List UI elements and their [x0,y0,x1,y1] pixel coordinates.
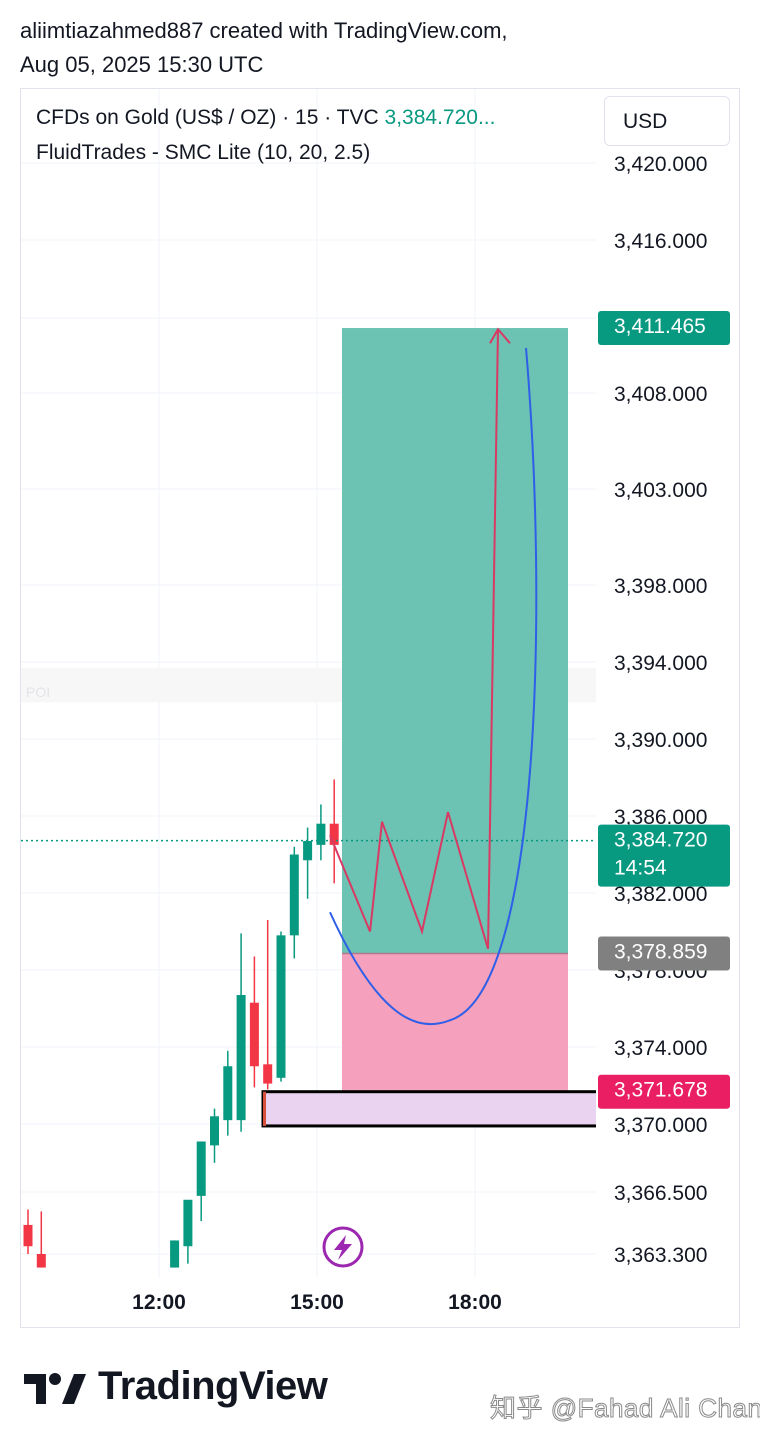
timestamp-line: Aug 05, 2025 15:30 UTC [20,52,264,77]
profit-zone [342,328,568,954]
candle-body-6 [223,1066,233,1121]
y-tick-label-9: 3,382.000 [614,883,707,906]
tradingview-brand: TradingView [98,1364,328,1408]
candle-body-13 [316,823,326,845]
last-price-tag-bg [598,824,730,887]
y-tick-label-5: 3,398.000 [614,575,707,598]
y-tick-label-13: 3,366.500 [614,1182,707,1205]
candle-body-9 [263,1064,273,1084]
candle-body-1 [36,1254,46,1268]
zigzag-arrowhead [489,327,511,344]
stop-price-tag-bg [598,1074,730,1109]
y-tick-label-1: 3,416.000 [614,230,707,253]
candle-body-12 [303,841,313,861]
target-price-tag-bg [598,311,730,346]
y-tick-label-6: 3,394.000 [614,652,707,675]
indicator-legend[interactable]: FluidTrades - SMC Lite (10, 20, 2.5) [36,141,371,164]
target-price-tag-text-0: 3,411.465 [614,315,706,338]
y-tick-label-7: 3,390.000 [614,729,707,752]
loss-zone [342,953,568,1092]
currency-button[interactable]: USD [604,96,730,146]
last-price-tag-text-1: 14:54 [614,857,667,880]
projection-curve [329,347,538,1026]
demand-zone [261,1090,596,1128]
poi-label: POI [26,684,50,700]
candle-body-8 [249,1002,259,1067]
candle-body-10 [276,935,286,1078]
legend-price: 3,384.720... [384,106,496,129]
chart-frame[interactable] [20,88,740,1328]
y-tick-label-14: 3,363.300 [614,1244,707,1267]
candle-body-14 [329,823,339,845]
entry-price-tag-text-0: 3,378.859 [614,940,707,963]
candle-body-4 [196,1141,206,1196]
watermark: 知乎 @Fahad Ali Chann [489,1393,760,1424]
zigzag-projection [329,329,499,950]
tradingview-logo-icon [24,1373,86,1404]
x-tick-label-1: 15:00 [290,1291,344,1314]
alert-bolt-icon-glyph [334,1235,352,1260]
candle-body-2 [170,1240,180,1268]
y-tick-label-12: 3,370.000 [614,1114,707,1137]
y-tick-label-8: 3,386.000 [614,806,707,829]
candle-body-11 [289,854,299,936]
candle-body-0 [23,1224,33,1247]
candle-body-7 [236,995,246,1121]
candle-body-3 [183,1199,193,1247]
stop-price-tag-text-0: 3,371.678 [614,1079,707,1102]
symbol-title: CFDs on Gold (US$ / OZ) · 15 · TVC [36,106,379,129]
demand-zone-marker [263,1091,266,1126]
y-tick-label-11: 3,374.000 [614,1037,707,1060]
x-tick-label-2: 18:00 [448,1291,502,1314]
candle-body-5 [210,1116,219,1146]
symbol-legend[interactable]: CFDs on Gold (US$ / OZ) · 15 · TVC 3,384… [36,106,495,130]
x-tick-label-0: 12:00 [132,1291,186,1314]
entry-price-tag-bg [598,936,730,971]
last-price-tag-text-0: 3,384.720 [614,829,707,852]
y-tick-label-3: 3,408.000 [614,383,707,406]
author-line: aliimtiazahmed887 created with TradingVi… [20,18,508,43]
y-tick-label-4: 3,403.000 [614,479,707,502]
plot-area: POI [21,89,596,1278]
y-tick-label-0: 3,420.000 [614,153,707,176]
